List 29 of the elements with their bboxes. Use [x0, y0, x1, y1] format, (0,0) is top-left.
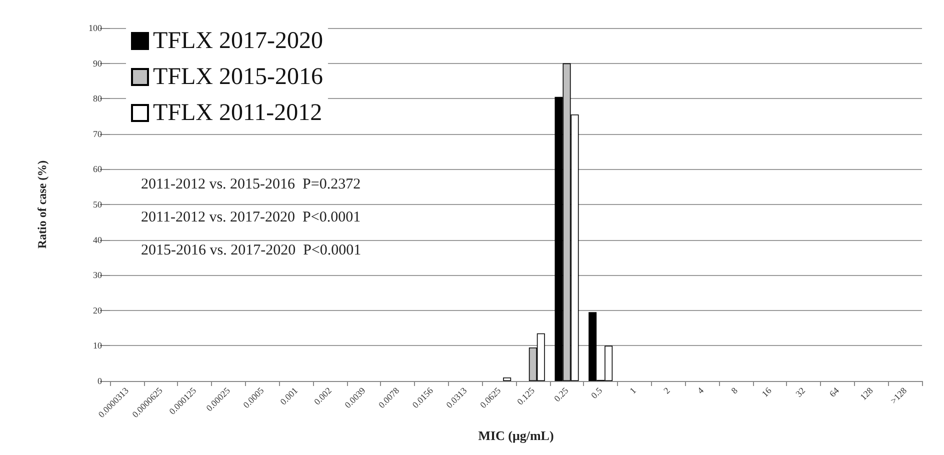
annotation: 2015-2016 vs. 2017-2020 P<0.0001: [141, 242, 362, 258]
x-tick-label: 0.25: [552, 385, 571, 404]
y-tick-label: 90: [93, 58, 102, 68]
x-tick-label: 32: [794, 385, 808, 399]
x-tick-label: 1: [628, 385, 638, 396]
x-tick-label: 2: [662, 385, 672, 396]
y-tick-label: 70: [93, 128, 102, 139]
y-tick-label: 30: [93, 270, 102, 280]
x-tick-label: 16: [760, 385, 774, 399]
x-axis-title: MIC (μg/mL): [478, 428, 554, 443]
x-tick-label: 64: [828, 385, 842, 399]
x-tick-label: 8: [729, 385, 740, 396]
y-tick-label: 0: [98, 376, 102, 386]
y-tick-label: 60: [93, 164, 102, 174]
y-tick-label: 50: [93, 200, 102, 210]
y-tick-label: 20: [93, 305, 102, 316]
y-tick-label: 40: [93, 234, 102, 245]
legend-label: TFLX 2011-2012: [153, 100, 322, 126]
annotation: 2011-2012 vs. 2017-2020 P<0.0001: [141, 210, 361, 226]
y-axis-title: Ratio of case (%): [35, 160, 49, 249]
y-tick-label: 80: [93, 94, 102, 104]
annotation: 2011-2012 vs. 2015-2016 P=0.2372: [141, 176, 361, 192]
x-tick-label: 0.5: [589, 385, 604, 400]
y-tick-label: 10: [93, 340, 102, 351]
y-tick-label: 100: [88, 23, 102, 33]
legend-label: TFLX 2017-2020: [153, 28, 323, 54]
legend-label: TFLX 2015-2016: [153, 64, 323, 90]
x-tick-label: 128: [858, 385, 876, 402]
x-tick-label: 4: [695, 385, 706, 396]
